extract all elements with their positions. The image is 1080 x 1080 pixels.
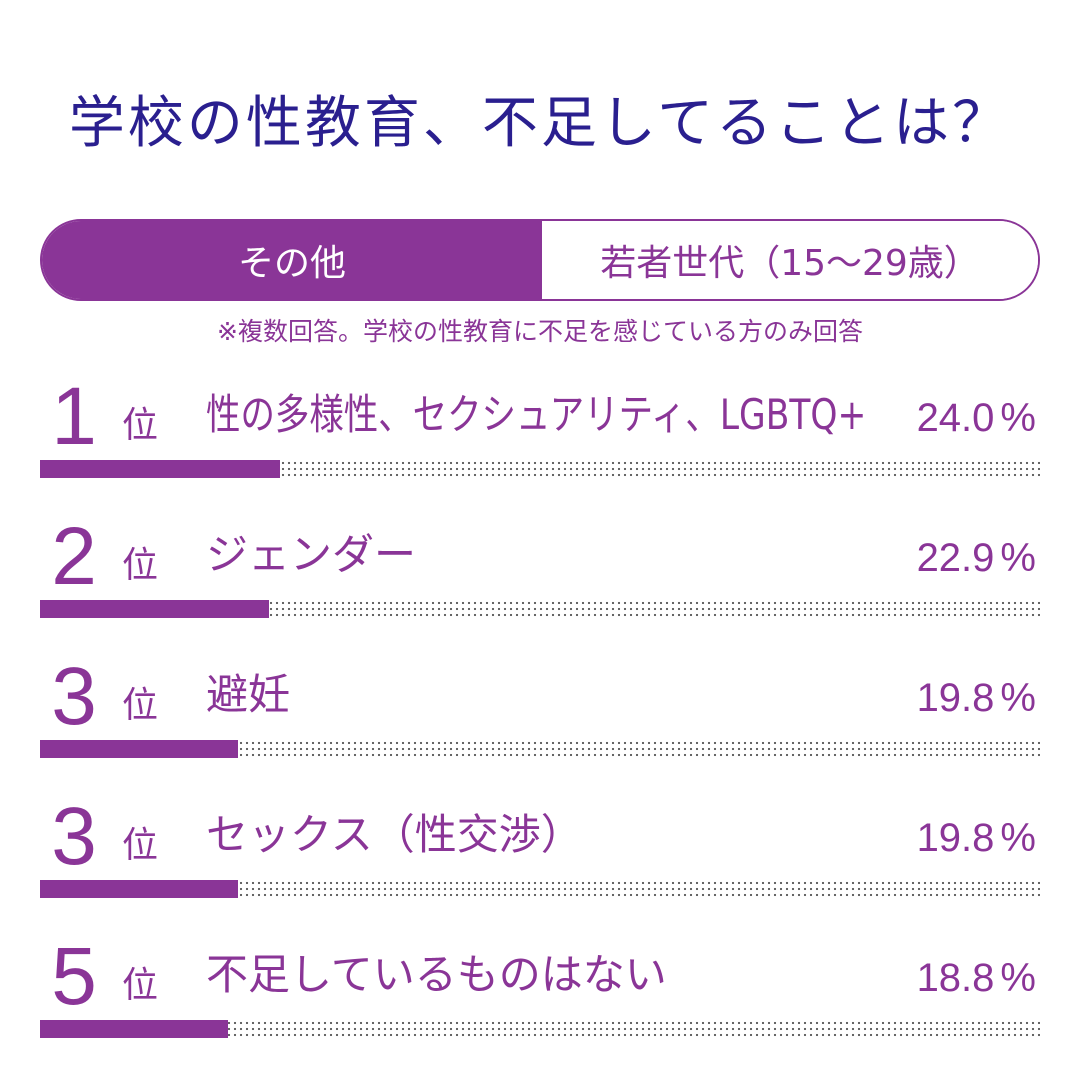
ranking-row: 2 位 ジェンダー 22.9% [0,511,1080,618]
rank-number: 3 [51,651,97,742]
tab-youth-generation[interactable]: 若者世代（15～29歳） [542,221,1038,299]
rank-suffix: 位 [122,545,159,586]
rank-suffix: 位 [122,965,159,1006]
item-label: セックス（性交渉） [206,810,583,859]
ranking-row: 5 位 不足しているものはない 18.8% [0,931,1080,1038]
data-value: 22.9 [916,536,995,580]
data-label: 18.8% [917,956,1036,1000]
data-label: 19.8% [917,676,1036,720]
data-label: 24.0% [917,396,1036,440]
item-label: 不足しているものはない [206,950,667,999]
page-title: 学校の性教育、不足してることは？ [68,91,1012,156]
bar [40,1020,228,1038]
data-value: 19.8 [916,816,995,860]
data-value: 24.0 [916,396,995,440]
item-label: 性の多様性、セクシュアリティ、LGBTQ+ [206,390,867,439]
data-unit: % [1000,536,1036,580]
rank-number: 3 [51,791,97,882]
ranking-row: 3 位 避妊 19.8% [0,651,1080,758]
bar-track [40,600,1040,618]
data-unit: % [1000,396,1036,440]
item-label: ジェンダー [206,530,417,579]
rank-suffix: 位 [122,405,159,446]
data-unit: % [1000,956,1036,1000]
rank-number: 1 [51,371,97,462]
footnote: ※複数回答。学校の性教育に不足を感じている方のみ回答 [217,317,863,346]
data-unit: % [1000,676,1036,720]
tab-other[interactable]: その他 [42,221,542,299]
data-value: 18.8 [916,956,995,1000]
bar-track [40,740,1040,758]
rank-number: 2 [51,511,97,602]
rank-suffix: 位 [122,685,159,726]
ranking-row: 3 位 セックス（性交渉） 19.8% [0,791,1080,898]
bar [40,600,269,618]
bar [40,460,280,478]
ranking-row: 1 位 性の多様性、セクシュアリティ、LGBTQ+ 24.0% [0,371,1080,478]
rank-suffix: 位 [122,825,159,866]
bar-track [40,880,1040,898]
data-value: 19.8 [916,676,995,720]
segment-tabs: その他 若者世代（15～29歳） [40,219,1040,301]
bar [40,740,238,758]
data-unit: % [1000,816,1036,860]
bar-track [40,1020,1040,1038]
data-label: 22.9% [917,536,1036,580]
bar-track [40,460,1040,478]
rank-number: 5 [51,931,97,1022]
item-label: 避妊 [206,670,291,719]
bar [40,880,238,898]
data-label: 19.8% [917,816,1036,860]
